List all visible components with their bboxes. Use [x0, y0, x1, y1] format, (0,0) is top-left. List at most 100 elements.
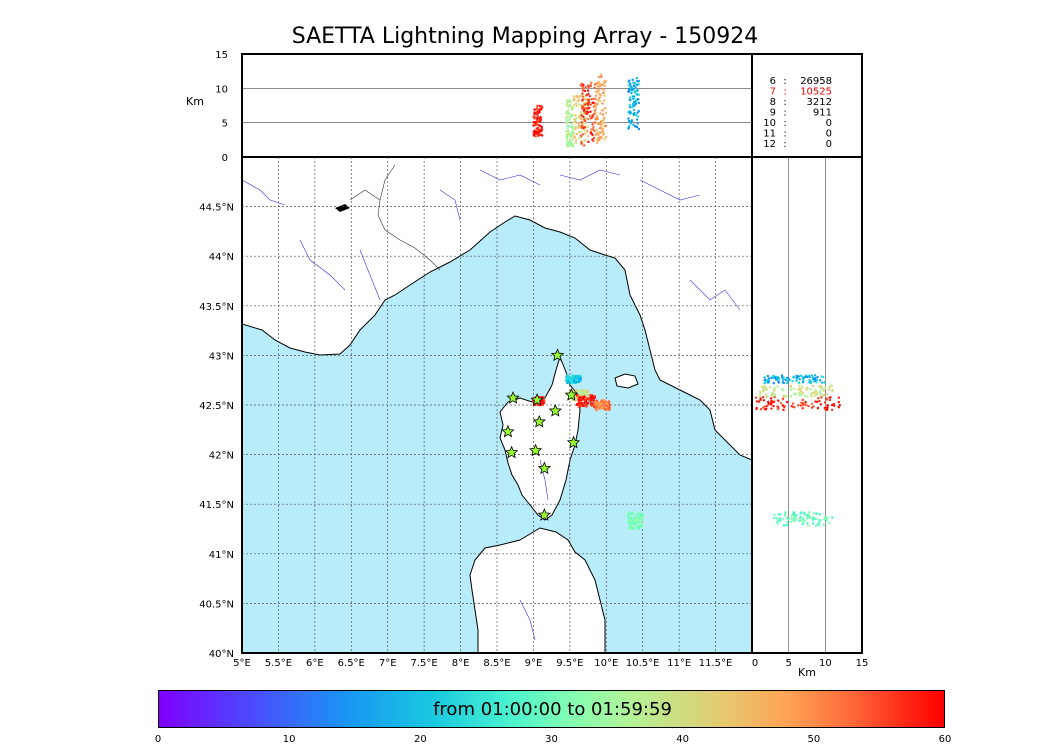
side-source: [806, 517, 809, 520]
altitude-source: [577, 131, 581, 134]
altitude-source: [537, 134, 540, 137]
station-star-icon: [501, 424, 515, 438]
station-markers: [501, 348, 581, 521]
count-separator: :: [783, 139, 786, 150]
altitude-source: [632, 103, 636, 106]
count-station: 10: [763, 118, 776, 129]
map-ytick-label: 40°N: [209, 649, 234, 660]
lightning-source: [640, 525, 644, 528]
side-source: [777, 378, 781, 381]
map-ytick-label: 42°N: [209, 451, 234, 462]
altitude-source: [632, 84, 636, 87]
side-source: [764, 386, 767, 389]
station-star-icon: [566, 435, 581, 449]
side-source: [826, 404, 829, 407]
side-source: [815, 393, 819, 397]
altitude-source: [536, 116, 539, 120]
altitude-source: [587, 140, 590, 144]
side-source: [778, 517, 782, 520]
altitude-source: [540, 125, 543, 129]
side-source: [784, 524, 787, 527]
altitude-source: [536, 126, 540, 130]
side-source: [827, 521, 831, 525]
altitude-source: [536, 128, 539, 132]
lightning-source: [574, 389, 578, 392]
altitude-source: [574, 125, 577, 129]
altitude-source: [634, 86, 637, 89]
side-source: [770, 399, 773, 402]
side-source: [792, 518, 796, 522]
altitude-source: [594, 117, 597, 120]
altitude-source: [594, 98, 597, 101]
altitude-source: [629, 121, 632, 124]
map-ytick-labels: 40°N 40.5°N 41°N 41.5°N 42°N 42.5°N 43°N 43.5°N…: [199, 203, 234, 660]
altitude-source: [577, 103, 581, 106]
altitude-source: [580, 107, 584, 110]
altitude-source: [573, 97, 576, 101]
altitude-source: [570, 106, 574, 110]
side-source: [795, 375, 799, 378]
altitude-source: [637, 127, 641, 131]
side-source: [798, 393, 802, 396]
altitude-source: [582, 121, 586, 124]
altitude-source: [580, 126, 583, 130]
count-value: 0: [826, 139, 832, 150]
lightning-source: [605, 402, 608, 405]
altitude-source: [601, 87, 604, 91]
lightning-source: [583, 395, 586, 398]
side-source: [812, 405, 815, 408]
side-source: [803, 519, 807, 522]
altitude-source: [604, 111, 608, 115]
altitude-source: [596, 85, 600, 88]
side-source: [801, 522, 805, 526]
side-source: [776, 405, 780, 408]
map-xtick-label: 11.5°E: [699, 658, 733, 669]
altitude-source: [628, 79, 631, 82]
lightning-source: [592, 399, 595, 402]
side-source: [792, 375, 795, 379]
lightning-source: [603, 408, 607, 411]
side-source: [830, 403, 834, 407]
count-separator: :: [783, 76, 786, 87]
side-source: [818, 513, 821, 516]
side-source: [820, 385, 823, 388]
altitude-source: [582, 108, 586, 112]
lakes: [335, 204, 350, 212]
side-source: [795, 514, 798, 517]
altitude-source: [602, 133, 605, 136]
side-source: [769, 397, 773, 400]
lightning-source: [578, 377, 582, 381]
altitude-source: [595, 141, 599, 145]
lightning-source: [575, 402, 579, 406]
colorbar-tick-label: 50: [807, 734, 821, 745]
altitude-source: [585, 93, 588, 97]
altitude-source: [627, 124, 631, 128]
altitude-source: [588, 114, 592, 118]
side-source: [763, 378, 766, 382]
altitude-source: [566, 99, 569, 102]
altitude-source: [536, 114, 539, 117]
altitude-source: [632, 97, 635, 101]
altitude-source: [601, 102, 604, 105]
side-source: [811, 384, 815, 388]
map-xtick-label: 5.5°E: [265, 658, 292, 669]
altitude-source: [628, 90, 631, 93]
side-source: [812, 512, 815, 515]
altitude-source: [597, 89, 601, 92]
side-source: [755, 400, 759, 403]
altitude-source: [590, 98, 593, 101]
altitude-source: [566, 121, 569, 124]
altitude-ytick-label: 10: [215, 84, 228, 95]
side-source: [812, 516, 815, 519]
side-source: [773, 395, 776, 399]
lightning-source: [636, 517, 640, 520]
lightning-source: [575, 375, 579, 379]
side-source: [820, 396, 823, 399]
altitude-source: [631, 78, 634, 81]
side-source: [813, 394, 817, 397]
altitude-longitude-panel: 0 5 10 15 Km: [186, 50, 753, 164]
side-source: [766, 378, 769, 382]
colorbar-tick-label: 60: [938, 734, 952, 745]
altitude-source: [632, 108, 636, 112]
side-source: [790, 514, 793, 517]
